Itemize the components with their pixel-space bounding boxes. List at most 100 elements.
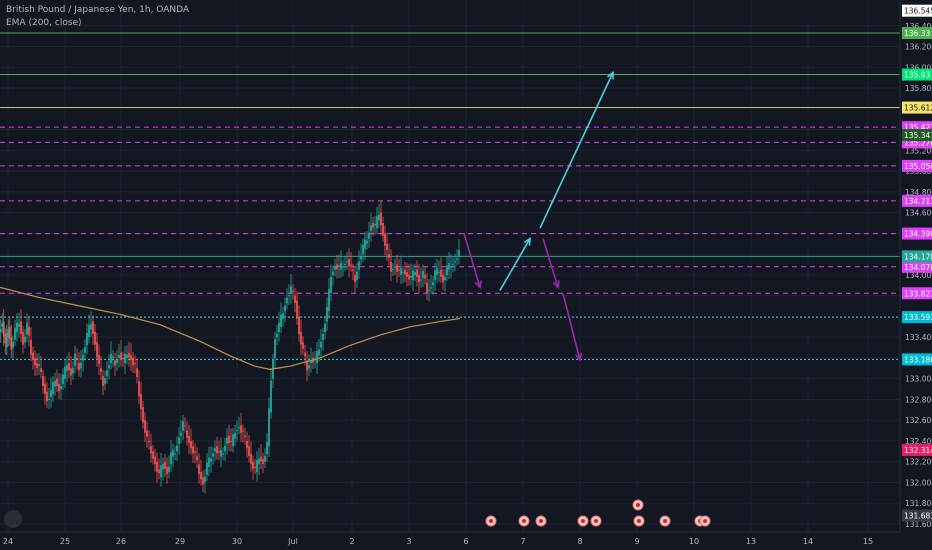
- candle-body: [384, 233, 386, 246]
- candle-body: [146, 430, 148, 437]
- candle-body: [378, 214, 380, 221]
- candle-body: [236, 430, 238, 432]
- candle-body: [390, 261, 392, 272]
- candle-body: [428, 289, 430, 291]
- candle-body: [308, 365, 310, 369]
- candle-body: [304, 352, 306, 357]
- candle-body: [230, 440, 232, 442]
- price-tick-label: 132.800: [905, 395, 932, 404]
- price-tick-label: 136.400: [905, 22, 932, 31]
- candle-body: [346, 261, 348, 263]
- candle-body: [174, 453, 176, 455]
- tradingview-logo[interactable]: [4, 510, 22, 528]
- candle-body: [408, 274, 410, 280]
- candle-body: [440, 269, 442, 277]
- candle-body: [426, 282, 428, 293]
- candle-body: [364, 239, 366, 249]
- candle-body: [5, 333, 8, 348]
- candle-body: [386, 243, 388, 250]
- candle-body: [172, 449, 174, 457]
- candle-body: [264, 456, 266, 462]
- candle-body: [88, 325, 90, 338]
- price-axis-bg[interactable]: [900, 0, 932, 550]
- candle-body: [114, 360, 116, 366]
- candle-body: [370, 225, 372, 231]
- candle-body: [148, 440, 150, 442]
- candle-body: [372, 222, 374, 228]
- candle-body: [106, 370, 108, 377]
- time-tick-label: 24: [3, 537, 13, 546]
- candle-body: [210, 458, 212, 462]
- candle-body: [266, 441, 268, 454]
- level-price-label: 134.078: [904, 263, 932, 272]
- time-tick-label: 10: [689, 537, 699, 546]
- candle-body: [262, 459, 264, 464]
- economic-event-dot: [489, 519, 493, 523]
- candle-body: [160, 465, 162, 478]
- time-tick-label: 6: [463, 537, 468, 546]
- candle-body: [448, 262, 450, 270]
- candle-body: [112, 356, 114, 358]
- event-markers[interactable]: [485, 499, 711, 527]
- candle-body: [430, 287, 432, 289]
- price-tick-label: 136.200: [905, 43, 932, 52]
- candle-body: [126, 354, 128, 358]
- candle-body: [192, 446, 194, 454]
- candle-body: [46, 391, 48, 402]
- chart-legend: British Pound / Japanese Yen, 1h, OANDA …: [6, 4, 189, 30]
- candle-body: [368, 232, 370, 239]
- candle-body: [322, 334, 324, 340]
- candle-body: [382, 222, 384, 236]
- candle-body: [420, 279, 422, 281]
- candle-body: [218, 451, 220, 453]
- candle-body: [410, 275, 412, 278]
- price-tick-label: 131.600: [905, 520, 932, 529]
- ema-line: [0, 286, 461, 370]
- arrow-head: [523, 236, 531, 246]
- time-axis-bg[interactable]: [0, 532, 932, 550]
- candle-body: [186, 430, 188, 438]
- candle-body: [36, 363, 38, 368]
- candle-body: [422, 270, 424, 278]
- level-price-label-bg: [902, 287, 932, 300]
- candle-body: [288, 295, 290, 297]
- candle-body: [268, 408, 270, 447]
- candle-body: [252, 461, 254, 469]
- candle-body: [380, 212, 382, 226]
- candle-body: [40, 368, 42, 372]
- time-tick-label: 26: [116, 537, 126, 546]
- candle-body: [164, 461, 166, 469]
- candle-body: [168, 466, 170, 473]
- candle-body: [212, 453, 214, 457]
- candle-body: [246, 440, 248, 449]
- candle-body: [118, 354, 120, 358]
- candle-body: [44, 383, 46, 394]
- candle-body: [80, 362, 82, 369]
- candle-body: [402, 271, 404, 273]
- candle-body: [324, 323, 326, 332]
- candle-body: [374, 224, 376, 226]
- candle-body: [62, 374, 64, 384]
- candle-body: [42, 376, 44, 386]
- level-price-label-bg: [902, 27, 932, 40]
- candle-body: [400, 268, 402, 275]
- candle-body: [116, 359, 118, 364]
- price-tick-label: 134.600: [905, 209, 932, 218]
- time-tick-label: 8: [577, 537, 582, 546]
- candle-body: [332, 271, 334, 275]
- candle-body: [392, 269, 394, 271]
- candle-body: [182, 421, 184, 431]
- arrow-head: [552, 280, 560, 290]
- candle-body: [352, 269, 354, 271]
- candle-body: [310, 359, 312, 364]
- price-tick-label: 135.800: [905, 84, 932, 93]
- time-tick-label: 15: [863, 537, 873, 546]
- level-price-label-bg: [902, 159, 932, 172]
- candle-body: [432, 282, 434, 286]
- candle-body: [8, 326, 11, 340]
- arrow-head: [574, 352, 583, 362]
- price-label-bg: [902, 129, 932, 142]
- candle-body: [128, 352, 130, 358]
- price-label: 135.347: [904, 131, 932, 140]
